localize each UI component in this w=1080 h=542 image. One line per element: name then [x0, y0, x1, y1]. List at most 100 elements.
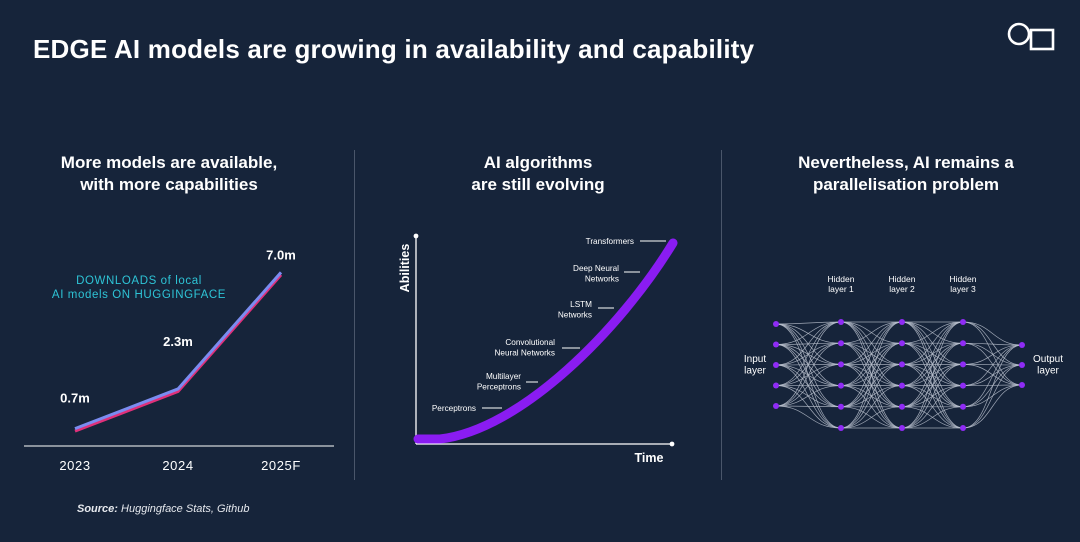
panel-title-line: parallelisation problem — [812, 175, 1000, 194]
network-edge — [962, 342, 1023, 366]
panel-title-parallelisation: Nevertheless, AI remains a parallelisati… — [756, 152, 1056, 196]
panel-title-line: are still evolving — [471, 175, 605, 194]
ability-curve — [413, 238, 678, 444]
source-note: Source: Huggingface Stats, Github — [77, 503, 249, 515]
network-edge — [901, 406, 964, 429]
network-node — [899, 361, 905, 368]
network-edge — [840, 321, 903, 386]
chart-annotation: AI models ON HUGGINGFACE — [52, 289, 226, 301]
network-edge — [901, 321, 964, 344]
network-edge — [840, 406, 903, 429]
network-edge — [901, 342, 964, 429]
stage-label: LSTM Networks — [558, 300, 592, 320]
x-axis-arrow-dot — [669, 441, 675, 447]
data-label: 7.0m — [266, 247, 296, 262]
network-edge — [840, 321, 903, 429]
network-edge — [901, 321, 964, 408]
network-node — [960, 361, 966, 368]
network-node — [960, 382, 966, 389]
x-tick-label: 2025F — [261, 458, 301, 473]
network-edge — [775, 321, 842, 407]
panel-divider-2 — [721, 150, 722, 480]
network-node — [960, 340, 966, 347]
network-node — [838, 340, 844, 347]
network-node — [838, 361, 844, 368]
stage-label: Deep Neural Networks — [573, 264, 619, 284]
panel-title-downloads: More models are available, with more cap… — [19, 152, 319, 196]
network-node — [838, 319, 844, 325]
network-node — [899, 319, 905, 325]
network-edge — [962, 384, 1023, 429]
network-node — [1019, 382, 1025, 388]
hidden-layer-label: Hidden layer 1 — [828, 274, 855, 294]
network-edge — [901, 321, 964, 365]
series-line — [74, 271, 283, 431]
network-edge — [962, 321, 1023, 366]
network-node — [773, 382, 779, 389]
network-edge — [775, 321, 842, 345]
network-node — [838, 382, 844, 389]
network-node — [960, 425, 966, 431]
hidden-layer-label: Hidden layer 2 — [889, 274, 916, 294]
network-edge — [775, 321, 842, 325]
panel-title-line: AI algorithms — [483, 153, 593, 172]
network-edge — [901, 321, 964, 386]
chart-annotation: DOWNLOADS of local — [76, 275, 202, 287]
network-edge — [962, 342, 1023, 386]
network-edge — [962, 364, 1023, 386]
network-edge — [962, 321, 1023, 386]
stage-label: Perceptrons — [432, 404, 476, 413]
network-edge — [775, 405, 842, 408]
network-edge — [840, 321, 903, 365]
network-edge — [962, 344, 1023, 365]
x-tick-label: 2024 — [162, 458, 193, 473]
network-edge — [840, 385, 903, 429]
network-node — [960, 319, 966, 325]
hidden-layer-label: Hidden layer 3 — [950, 274, 977, 294]
network-node — [899, 340, 905, 347]
network-edge — [775, 405, 842, 429]
network-node — [899, 382, 905, 389]
y-axis-label: Abilities — [398, 244, 412, 293]
network-node — [773, 403, 779, 409]
stage-label: Transformers — [586, 237, 634, 246]
network-node — [899, 425, 905, 431]
series-line-shadow — [74, 273, 283, 433]
network-edge — [775, 364, 842, 407]
brand-logo-icon — [1007, 22, 1055, 51]
network-edge — [901, 321, 964, 429]
slide-title: EDGE AI models are growing in availabili… — [33, 34, 755, 64]
source-text: Huggingface Stats, Github — [121, 503, 250, 515]
network-node — [899, 403, 905, 410]
network-edge — [901, 364, 964, 429]
network-edge — [840, 321, 903, 344]
network-edge — [775, 321, 842, 366]
panel-divider-1 — [354, 150, 355, 480]
x-tick-label: 2023 — [59, 458, 90, 473]
data-label: 0.7m — [60, 391, 90, 406]
network-edge — [962, 344, 1023, 429]
network-node — [838, 425, 844, 431]
network-edge — [962, 342, 1023, 346]
network-edge — [775, 342, 842, 407]
network-node — [960, 403, 966, 410]
network-node — [1019, 342, 1025, 348]
network-node — [838, 403, 844, 410]
network-edge — [775, 321, 842, 386]
stage-label: Multilayer Perceptrons — [477, 372, 521, 392]
network-edge — [775, 385, 842, 407]
network-edge — [962, 364, 1023, 366]
network-node — [773, 321, 779, 327]
x-axis-label: Time — [635, 451, 664, 465]
network-edge — [840, 321, 903, 408]
network-edge — [840, 364, 903, 429]
y-axis-arrow-dot — [413, 233, 419, 239]
network-edge — [962, 364, 1023, 429]
panel-title-line: More models are available, — [60, 153, 278, 172]
input-layer-label: Input layer — [744, 354, 767, 377]
network-node — [773, 362, 779, 368]
panel-title-algorithms: AI algorithms are still evolving — [388, 152, 688, 196]
